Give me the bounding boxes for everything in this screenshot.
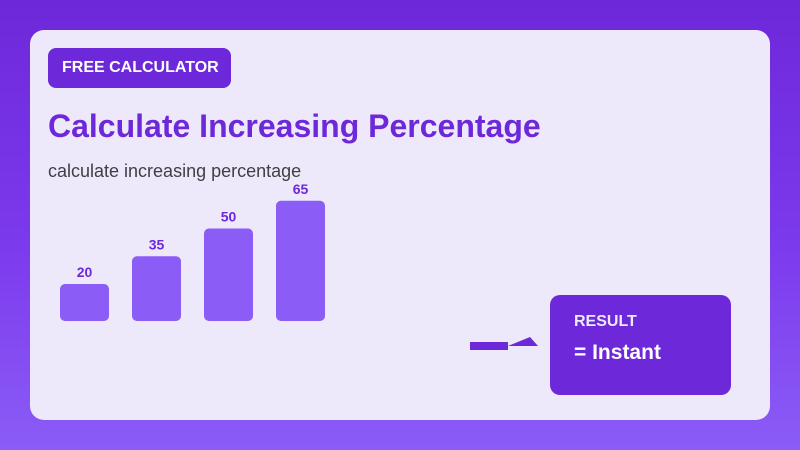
arrow-icon — [470, 337, 538, 350]
hero-card: FREE CALCULATOR Calculate Increasing Per… — [30, 30, 770, 420]
page-subtitle: calculate increasing percentage — [48, 161, 302, 181]
result-label: RESULT — [574, 313, 637, 330]
result-box: RESULT = Instant — [550, 295, 731, 395]
bar-value-label-1: 20 — [77, 264, 93, 280]
result-value: = Instant — [574, 341, 661, 364]
bar-value-label-2: 35 — [149, 236, 165, 252]
bar-3 — [204, 228, 253, 321]
bar-value-label-3: 50 — [221, 209, 237, 225]
page-title: Calculate Increasing Percentage — [48, 108, 541, 144]
bar-2 — [132, 256, 181, 321]
bar-chart: 20 35 50 65 — [60, 181, 325, 321]
bar-1 — [60, 284, 109, 321]
bar-value-label-4: 65 — [293, 181, 309, 197]
free-calculator-badge: FREE CALCULATOR — [48, 48, 231, 88]
bar-4 — [276, 200, 325, 321]
